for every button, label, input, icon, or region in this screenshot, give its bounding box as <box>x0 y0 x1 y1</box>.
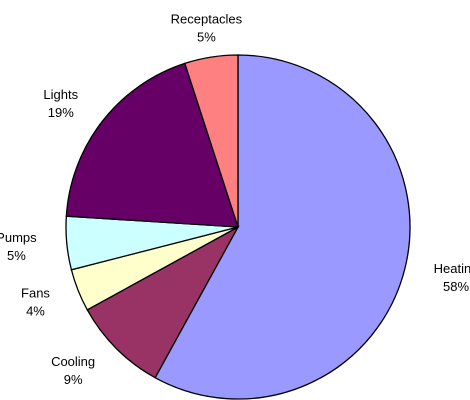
value-label: 4% <box>26 303 45 318</box>
value-label: 19% <box>48 105 74 120</box>
pie-slice <box>184 54 239 228</box>
value-label: 5% <box>7 248 26 263</box>
category-label: Pumps <box>0 230 37 245</box>
pie-slice <box>86 225 240 379</box>
slice-label: Lights 19% <box>43 87 78 120</box>
value-label: 58% <box>443 279 469 294</box>
slice-label: Cooling 9% <box>51 354 95 387</box>
slice-label: Heating 58% <box>434 261 470 294</box>
slice-label: Pumps 5% <box>0 230 37 263</box>
category-label: Fans <box>21 285 50 300</box>
category-label: Receptacles <box>171 11 243 26</box>
slice-label: Fans 4% <box>21 285 50 318</box>
value-label: 5% <box>197 29 216 44</box>
pie-slice <box>154 54 411 400</box>
category-label: Heating <box>434 261 470 276</box>
value-label: 9% <box>64 372 83 387</box>
category-label: Cooling <box>51 354 95 369</box>
category-label: Lights <box>43 87 78 102</box>
slice-label: Receptacles 5% <box>171 11 243 44</box>
pie-slice <box>65 62 239 228</box>
